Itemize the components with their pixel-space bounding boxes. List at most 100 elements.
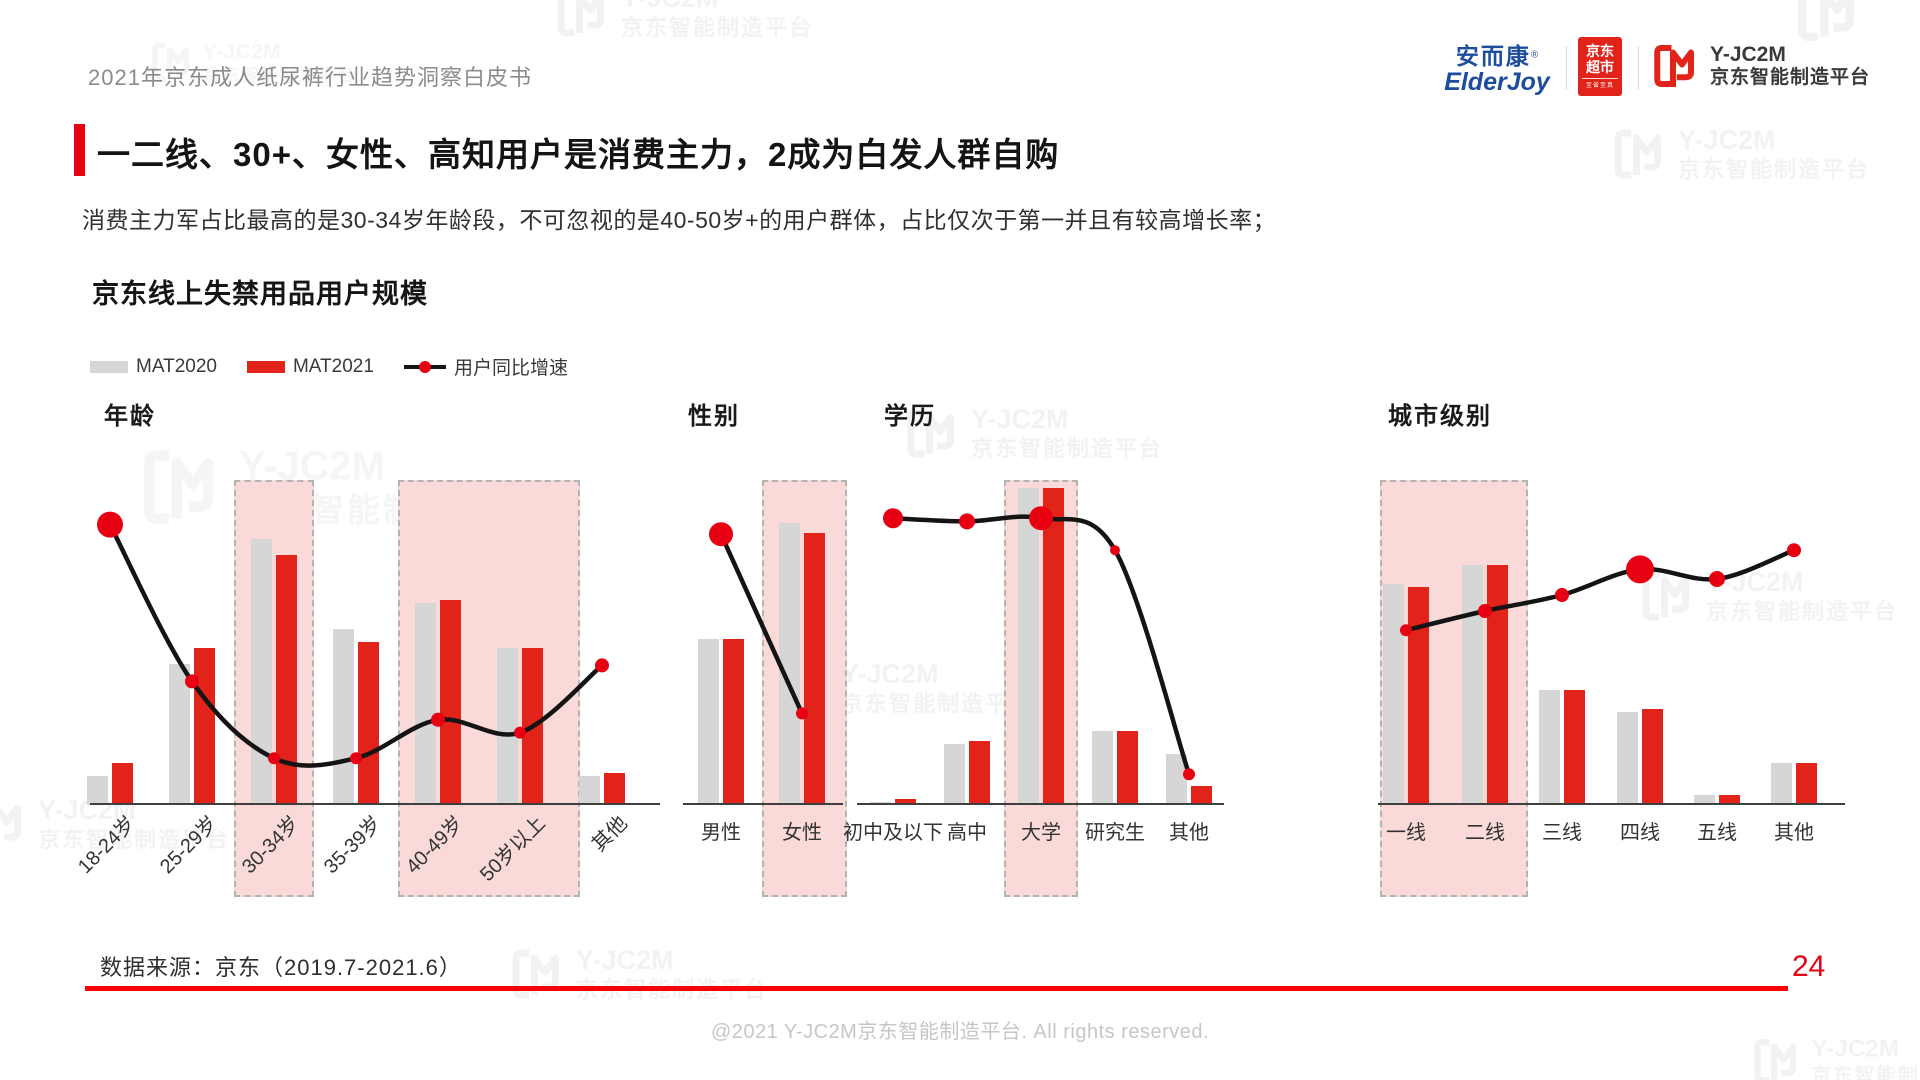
bar-mat2021 (1796, 763, 1817, 805)
bar-mat2021 (723, 638, 744, 805)
growth-line (97, 511, 609, 768)
legend-swatch-red (246, 360, 285, 373)
bar-mat2020 (1018, 488, 1039, 805)
chart-title-gender: 性别 (688, 403, 740, 430)
bar-mat2020 (779, 523, 800, 805)
chart-age: 年龄 18-24岁 25-29岁 30-34岁 35-39岁 40-49岁 50岁以上 其他 (74, 390, 660, 915)
bar-mat2021 (112, 763, 133, 805)
bar-mat2021 (1487, 565, 1508, 805)
growth-dot (1626, 555, 1654, 584)
bar-mat2021 (1719, 795, 1740, 805)
growth-dot (97, 511, 123, 538)
x-label: 其他 (1774, 822, 1814, 844)
bar-mat2021 (1642, 709, 1663, 805)
bottom-accent-line (85, 986, 1788, 991)
highlight-band (1004, 480, 1078, 897)
bar-mat2021 (194, 648, 215, 805)
x-label: 初中及以下 (843, 822, 943, 844)
chart-title-city: 城市级别 (1388, 403, 1492, 430)
elderjoy-en: ElderJoy (1444, 67, 1550, 96)
page-number: 24 (1792, 950, 1826, 983)
bar-mat2021 (1408, 587, 1429, 805)
growth-dot (1787, 543, 1801, 558)
chart-legend: MAT2020 MAT2021 用户同比增速 (90, 353, 568, 380)
bar-mat2021 (440, 600, 461, 805)
chart-city: 城市级别 一线 二线 三线 四线 五线 其他 (1378, 390, 1845, 915)
report-title-note: 2021年京东成人纸尿裤行业趋势洞察白皮书 (88, 65, 532, 90)
legend-item-mat2020: MAT2020 (90, 356, 217, 378)
jd-logo-line2: 超市 (1586, 59, 1614, 75)
chart-title-age: 年龄 (104, 403, 156, 430)
elderjoy-cn: 安而康 (1455, 43, 1531, 69)
bar-mat2020 (1694, 795, 1715, 805)
growth-dot (1183, 768, 1195, 781)
data-source-note: 数据来源：京东（2019.7-2021.6） (100, 955, 462, 980)
page-subtitle: 消费主力军占比最高的是30-34岁年龄段，不可忽视的是40-50岁+的用户群体，… (82, 207, 1277, 233)
x-label: 男性 (701, 822, 741, 844)
bar-mat2021 (1191, 785, 1212, 805)
jd-logo-line1: 京东 (1586, 42, 1614, 59)
x-axis (857, 803, 1224, 805)
bar-mat2021 (1043, 488, 1064, 805)
jd-supermarket-logo: 京东 超市 至省至真 (1578, 37, 1622, 96)
bar-mat2020 (944, 744, 965, 805)
legend-item-growth-line: 用户同比增速 (403, 353, 568, 380)
x-label: 其他 (1169, 822, 1209, 844)
legend-label: 用户同比增速 (453, 358, 568, 379)
chart-section-title: 京东线上失禁用品用户规模 (92, 279, 428, 309)
bar-mat2020 (1166, 753, 1187, 805)
growth-line (709, 522, 808, 720)
x-label: 高中 (947, 822, 987, 844)
bar-mat2020 (1383, 584, 1404, 805)
legend-swatch-gray (90, 360, 128, 373)
x-label: 女性 (782, 822, 822, 844)
x-label: 三线 (1542, 822, 1582, 844)
bar-mat2021 (358, 641, 379, 805)
bar-mat2021 (969, 741, 990, 805)
bar-mat2020 (169, 664, 190, 805)
jd-logo-tagline: 至省至真 (1582, 78, 1618, 89)
growth-dot (1555, 588, 1569, 602)
legend-item-mat2021: MAT2021 (246, 356, 374, 378)
bar-mat2020 (415, 603, 436, 805)
x-label: 大学 (1021, 822, 1061, 844)
x-axis (683, 803, 843, 805)
growth-dot (1400, 624, 1412, 637)
legend-label: MAT2020 (136, 355, 217, 377)
yjc2m-logo: Y-JC2M 京东智能制造平台 (1652, 42, 1870, 90)
bar-mat2020 (251, 539, 272, 805)
bar-mat2021 (1564, 689, 1585, 805)
bar-mat2020 (698, 638, 719, 805)
growth-dot (268, 752, 280, 765)
growth-dot (1029, 506, 1053, 531)
x-label: 五线 (1697, 822, 1737, 844)
bar-mat2020 (579, 776, 600, 805)
x-axis (90, 803, 660, 805)
bar-mat2020 (497, 648, 518, 805)
footer-copyright: @2021 Y-JC2M京东智能制造平台. All rights reserve… (710, 1021, 1210, 1043)
x-label: 研究生 (1085, 822, 1145, 844)
yjc2m-name: Y-JC2M (1710, 43, 1786, 66)
legend-dot-icon (418, 360, 431, 373)
growth-dot (883, 508, 903, 529)
bar-mat2021 (604, 773, 625, 805)
growth-dot (1478, 604, 1492, 618)
yjc2m-subtitle: 京东智能制造平台 (1710, 67, 1871, 89)
growth-dot (431, 712, 445, 727)
growth-dot (709, 522, 733, 547)
x-label: 一线 (1386, 822, 1426, 844)
page-title: 一二线、30+、女性、高知用户是消费主力，2成为白发人群自购 (97, 136, 1060, 173)
bar-mat2020 (1617, 712, 1638, 805)
registered-mark-icon: ® (1530, 49, 1539, 61)
bar-mat2021 (895, 798, 916, 805)
highlight-band (234, 480, 314, 897)
brand-watermark: Y-JC2M京东智能制造平台 (555, 0, 813, 42)
bar-mat2021 (276, 555, 297, 805)
bar-mat2020 (1092, 731, 1113, 805)
growth-dot (595, 658, 609, 673)
x-axis (1378, 803, 1845, 805)
growth-dot (796, 707, 808, 720)
bar-mat2021 (1117, 731, 1138, 805)
